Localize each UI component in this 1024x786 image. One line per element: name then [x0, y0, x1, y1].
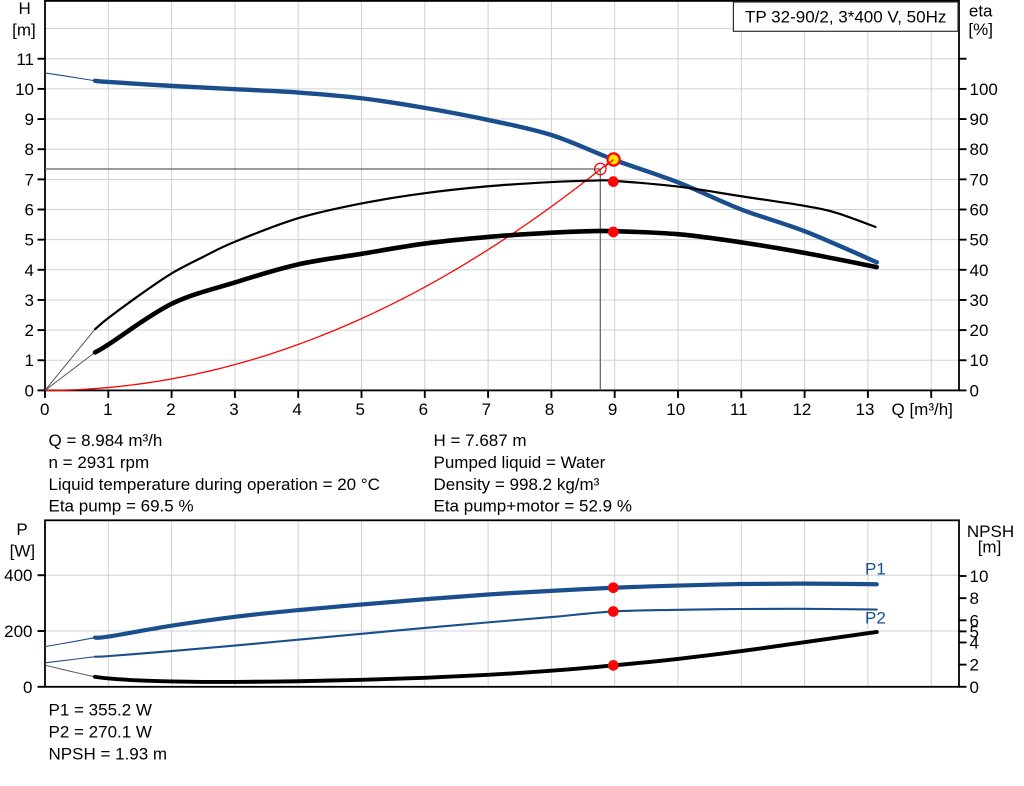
svg-text:7: 7	[482, 400, 491, 419]
svg-text:13: 13	[856, 400, 875, 419]
svg-text:1: 1	[25, 351, 34, 370]
svg-text:P2: P2	[865, 609, 886, 628]
svg-text:1: 1	[103, 400, 112, 419]
svg-text:60: 60	[970, 201, 989, 220]
svg-text:[%]: [%]	[968, 20, 993, 39]
svg-text:2: 2	[25, 321, 34, 340]
svg-text:80: 80	[970, 140, 989, 159]
svg-text:P1 = 355.2 W: P1 = 355.2 W	[49, 701, 152, 720]
svg-text:400: 400	[4, 566, 32, 585]
svg-text:n = 2931 rpm: n = 2931 rpm	[49, 453, 150, 472]
svg-text:20: 20	[970, 321, 989, 340]
svg-text:10: 10	[970, 351, 989, 370]
svg-text:Liquid temperature during oper: Liquid temperature during operation = 20…	[49, 475, 380, 494]
svg-text:8: 8	[25, 140, 34, 159]
svg-text:6: 6	[970, 611, 979, 630]
svg-text:[m]: [m]	[978, 537, 1002, 556]
svg-text:90: 90	[970, 110, 989, 129]
svg-text:3: 3	[25, 291, 34, 310]
svg-text:[W]: [W]	[10, 541, 36, 560]
svg-text:eta: eta	[969, 1, 993, 20]
svg-text:0: 0	[40, 400, 49, 419]
svg-text:P1: P1	[865, 560, 886, 579]
svg-text:5: 5	[355, 400, 364, 419]
svg-text:2: 2	[166, 400, 175, 419]
svg-text:P2 = 270.1 W: P2 = 270.1 W	[49, 722, 152, 741]
svg-text:5: 5	[970, 622, 979, 641]
svg-text:4: 4	[970, 634, 979, 653]
svg-text:10: 10	[15, 80, 34, 99]
svg-text:0: 0	[970, 678, 979, 697]
svg-text:Density = 998.2 kg/m³: Density = 998.2 kg/m³	[434, 475, 600, 494]
svg-text:5: 5	[25, 231, 34, 250]
svg-text:12: 12	[792, 400, 811, 419]
svg-text:6: 6	[419, 400, 428, 419]
svg-text:4: 4	[25, 261, 34, 280]
svg-text:H: H	[19, 0, 31, 18]
svg-text:8: 8	[545, 400, 554, 419]
svg-text:Q [m³/h]: Q [m³/h]	[892, 400, 953, 419]
svg-text:P: P	[16, 520, 27, 539]
svg-text:0: 0	[970, 381, 979, 400]
svg-text:40: 40	[970, 261, 989, 280]
svg-text:10: 10	[666, 400, 685, 419]
svg-text:100: 100	[970, 80, 998, 99]
svg-text:H = 7.687 m: H = 7.687 m	[434, 431, 527, 450]
svg-text:9: 9	[608, 400, 617, 419]
svg-text:200: 200	[4, 622, 32, 641]
svg-text:11: 11	[16, 50, 34, 69]
svg-text:[m]: [m]	[12, 21, 36, 40]
svg-text:Eta pump = 69.5 %: Eta pump = 69.5 %	[49, 497, 194, 516]
svg-text:Eta pump+motor = 52.9 %: Eta pump+motor = 52.9 %	[434, 497, 632, 516]
svg-text:30: 30	[970, 291, 989, 310]
svg-text:8: 8	[970, 589, 979, 608]
svg-text:70: 70	[970, 170, 989, 189]
svg-text:3: 3	[229, 400, 238, 419]
svg-text:4: 4	[292, 400, 301, 419]
svg-text:0: 0	[25, 381, 34, 400]
svg-text:11: 11	[730, 400, 748, 419]
svg-text:2: 2	[970, 656, 979, 675]
svg-text:Pumped liquid = Water: Pumped liquid = Water	[434, 453, 606, 472]
svg-text:9: 9	[25, 110, 34, 129]
svg-text:NPSH: NPSH	[967, 522, 1014, 541]
svg-text:Q = 8.984 m³/h: Q = 8.984 m³/h	[49, 431, 163, 450]
svg-text:50: 50	[970, 231, 989, 250]
svg-text:NPSH = 1.93 m: NPSH = 1.93 m	[49, 744, 168, 763]
svg-text:TP 32-90/2, 3*400 V, 50Hz: TP 32-90/2, 3*400 V, 50Hz	[745, 8, 946, 27]
svg-text:10: 10	[970, 567, 989, 586]
svg-text:0: 0	[23, 678, 32, 697]
svg-text:6: 6	[25, 201, 34, 220]
svg-text:7: 7	[25, 170, 34, 189]
